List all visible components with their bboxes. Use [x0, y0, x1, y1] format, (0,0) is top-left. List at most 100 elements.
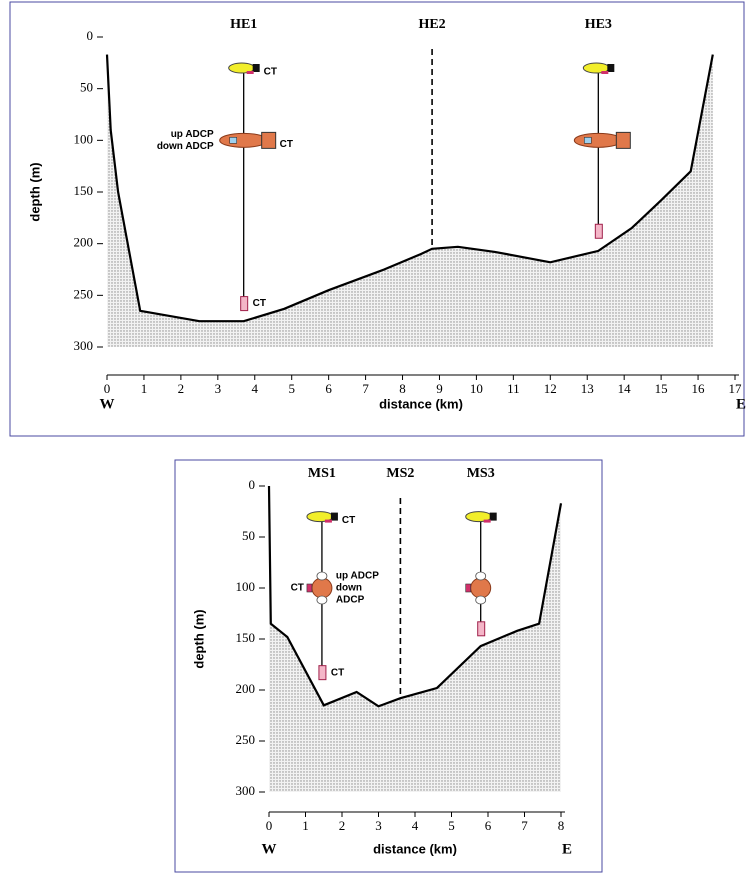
adcp-tail [615, 131, 631, 149]
sphere-ct [306, 583, 313, 593]
y-tick-label: 150 [236, 630, 256, 645]
float-ct-tag [483, 519, 491, 523]
x-start-label: W [100, 396, 115, 412]
x-tick-label: 8 [399, 381, 406, 396]
mooring-label: MS1 [308, 466, 336, 481]
instrument-label: CT [264, 67, 277, 78]
y-tick-label: 0 [87, 28, 94, 43]
instrument-label: CT [253, 298, 266, 309]
adcp-head [584, 137, 592, 144]
ct [594, 223, 603, 239]
y-tick-label: 300 [236, 783, 256, 798]
y-axis-label: depth (m) [27, 162, 42, 221]
x-tick-label: 4 [252, 381, 259, 396]
x-tick-label: 6 [485, 818, 492, 833]
x-tick-label: 16 [692, 381, 706, 396]
adcp [573, 132, 623, 148]
x-tick-label: 11 [507, 381, 520, 396]
y-tick-label: 100 [236, 579, 256, 594]
float-ct [252, 64, 260, 72]
instrument-label: CT [342, 515, 355, 526]
x-end-label: E [736, 396, 746, 412]
x-tick-label: 7 [521, 818, 528, 833]
adcp-down [475, 595, 487, 605]
y-tick-label: 250 [74, 286, 94, 301]
mooring-label: MS3 [467, 466, 495, 481]
y-tick-label: 150 [74, 183, 94, 198]
adcp-sphere [311, 577, 333, 599]
x-tick-label: 8 [558, 818, 565, 833]
x-tick-label: 4 [412, 818, 419, 833]
x-axis-label: distance (km) [373, 841, 457, 856]
y-tick-label: 200 [236, 681, 256, 696]
y-tick-label: 250 [236, 732, 256, 747]
mooring-label: HE3 [585, 17, 612, 32]
y-tick-label: 0 [249, 477, 256, 492]
x-tick-label: 5 [288, 381, 295, 396]
adcp-up [475, 571, 487, 581]
seabed-line [267, 485, 563, 708]
adcp-down [316, 595, 328, 605]
x-tick-label: 14 [618, 381, 632, 396]
y-axis-label: depth (m) [191, 609, 206, 668]
panel-border [174, 459, 603, 873]
instrument-label: up ADCP [336, 571, 379, 582]
instrument-label: up ADCP [171, 129, 214, 140]
x-tick-label: 9 [436, 381, 443, 396]
instrument-label: down [336, 583, 362, 594]
adcp [219, 132, 269, 148]
x-tick-label: 13 [581, 381, 594, 396]
x-start-label: W [262, 841, 277, 857]
ct [318, 665, 327, 681]
x-tick-label: 1 [141, 381, 148, 396]
x-tick-label: 5 [448, 818, 455, 833]
x-tick-label: 0 [104, 381, 111, 396]
x-tick-label: 6 [325, 381, 332, 396]
x-tick-label: 10 [470, 381, 483, 396]
y-tick-label: 300 [74, 338, 94, 353]
x-tick-label: 3 [215, 381, 222, 396]
mooring-label: HE2 [418, 17, 445, 32]
seabed-fill [107, 54, 713, 347]
y-tick-label: 100 [74, 131, 94, 146]
adcp-tail [261, 131, 277, 149]
instrument-label: CT [331, 667, 344, 678]
instrument-label: ADCP [336, 595, 365, 606]
sphere-ct [465, 583, 472, 593]
x-tick-label: 3 [375, 818, 382, 833]
x-end-label: E [562, 841, 572, 857]
instrument-label: CT [291, 583, 304, 594]
float-ct-tag [601, 71, 609, 74]
ct [477, 621, 486, 637]
x-tick-label: 7 [362, 381, 369, 396]
seabed-line [105, 54, 714, 323]
x-tick-label: 1 [302, 818, 309, 833]
x-tick-label: 15 [655, 381, 668, 396]
float-ct [330, 512, 338, 521]
ct [240, 296, 249, 312]
y-tick-label: 50 [80, 80, 93, 95]
float-ct [489, 512, 497, 521]
x-tick-label: 0 [266, 818, 273, 833]
adcp-head [229, 137, 237, 144]
y-tick-label: 200 [74, 235, 94, 250]
y-tick-label: 50 [242, 528, 255, 543]
x-tick-label: 12 [544, 381, 557, 396]
instrument-label: down ADCP [157, 141, 214, 152]
adcp-up [316, 571, 328, 581]
float-ct-tag [246, 71, 254, 74]
seabed-fill [269, 486, 561, 792]
float-ct [607, 64, 615, 72]
panel-border [9, 1, 745, 437]
x-tick-label: 2 [178, 381, 185, 396]
instrument-label: CT [280, 139, 293, 150]
x-tick-label: 2 [339, 818, 346, 833]
mooring-label: HE1 [230, 17, 257, 32]
adcp-sphere [470, 577, 492, 599]
x-axis-label: distance (km) [379, 396, 463, 411]
x-tick-label: 17 [729, 381, 743, 396]
mooring-label: MS2 [386, 466, 414, 481]
float-ct-tag [324, 519, 332, 523]
